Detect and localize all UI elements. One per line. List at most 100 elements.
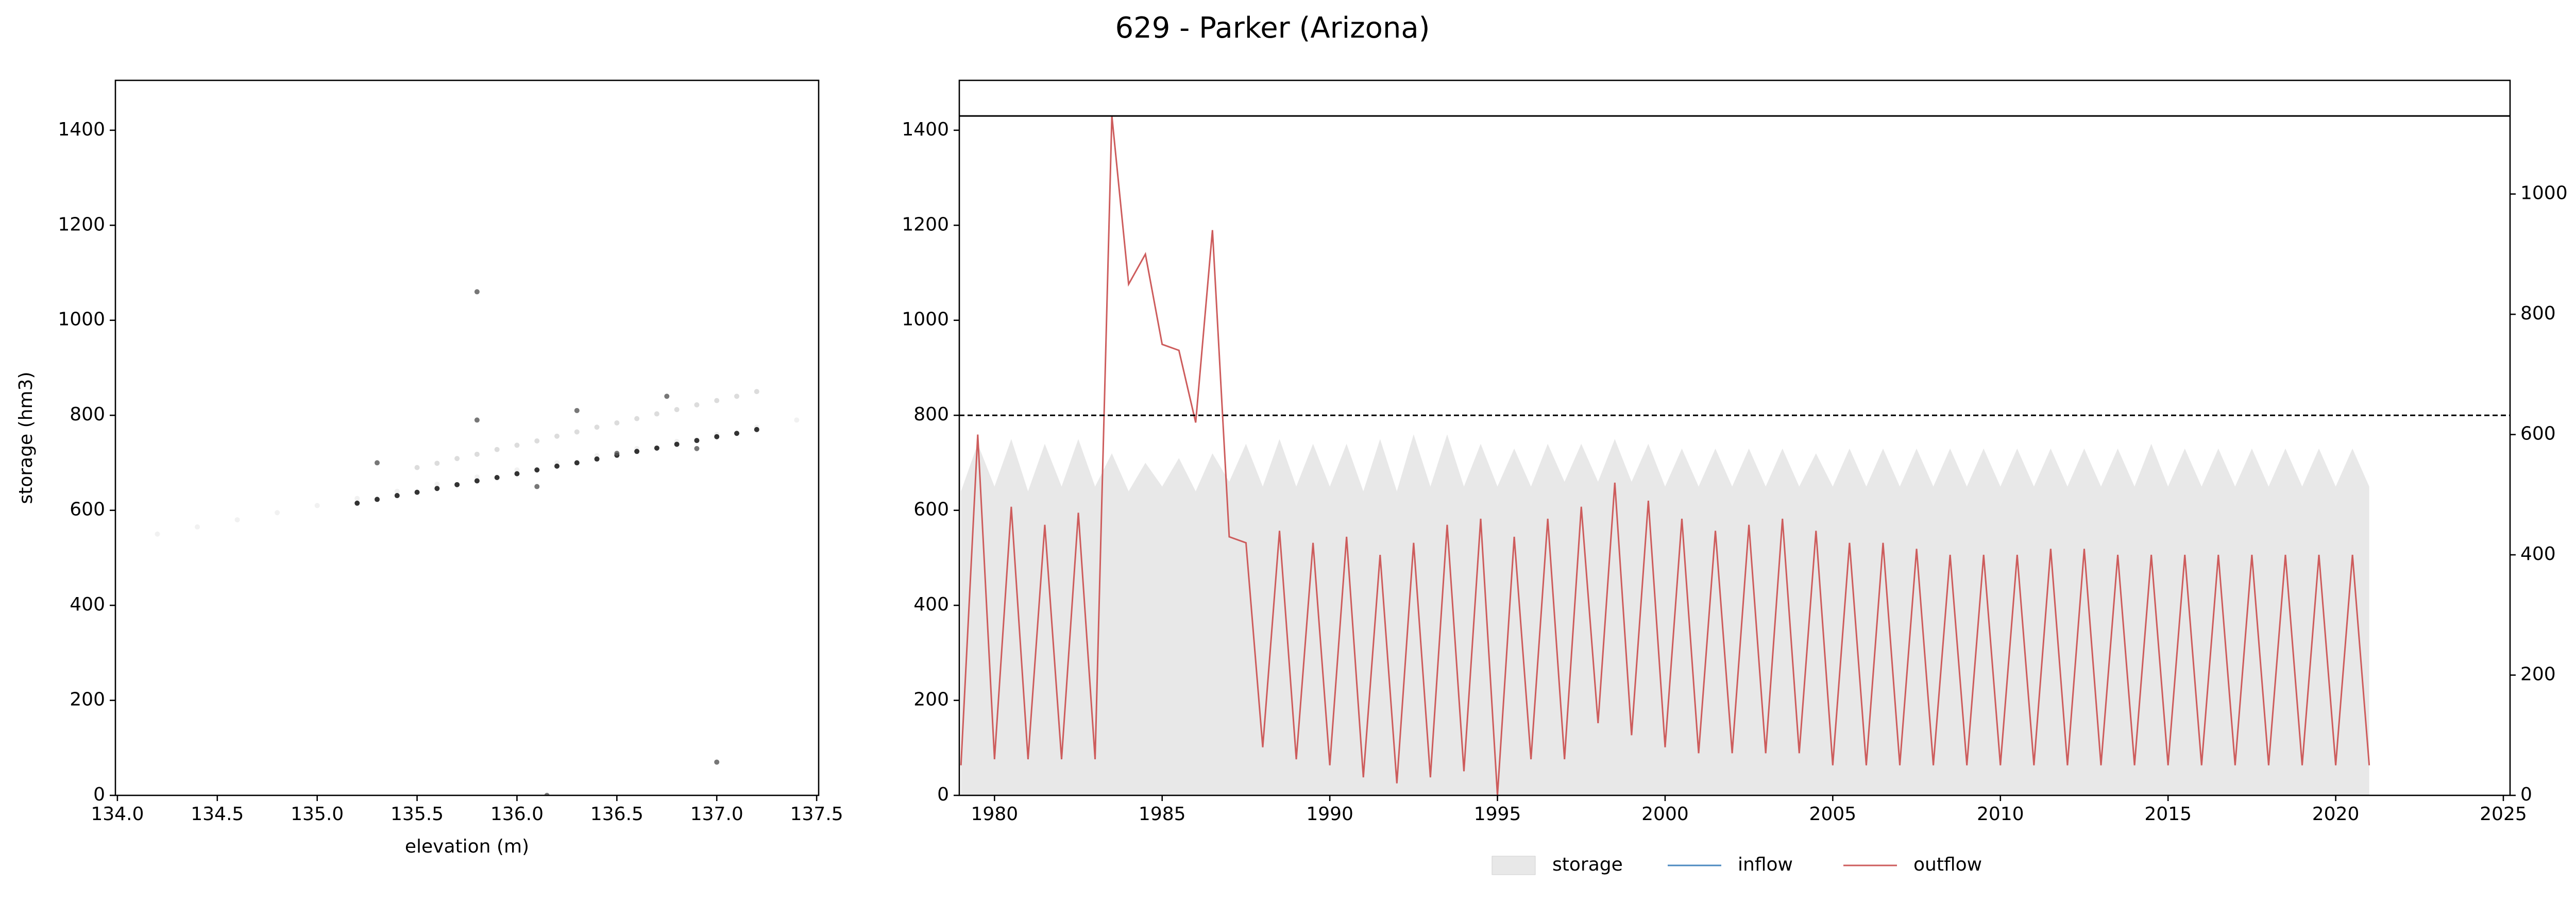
point [574,407,580,413]
y-tick-label: 200 [913,689,949,710]
point [674,407,680,413]
axes-frame [114,79,820,796]
point [664,394,670,399]
point [414,489,420,495]
y-tick-label: 0 [937,784,949,805]
axes-frame [958,79,2511,796]
plot-area [155,289,800,795]
point [714,398,720,403]
legend-label: inflow [1738,854,1793,875]
y-tick-label: 1400 [58,119,105,140]
y2-tick-label: 400 [2520,543,2556,565]
x-tick-label: 136.5 [590,804,643,825]
point [454,482,460,487]
y-tick-label: 1000 [902,309,949,330]
point [394,493,400,499]
x-tick-label: 2010 [1977,804,2024,825]
point [374,460,380,466]
point [694,402,700,407]
point [574,460,580,466]
point [654,411,659,417]
legend-label: storage [1552,854,1623,875]
x-axis-label: elevation (m) [405,836,529,857]
legend-swatch [1492,856,1536,875]
point [554,433,560,439]
point [514,467,520,473]
point [694,446,700,451]
point [734,431,740,436]
y-tick-label: 1200 [902,214,949,235]
y-tick-label: 800 [913,404,949,425]
point [734,394,740,399]
x-tick-label: 137.0 [690,804,743,825]
y-axis-label: storage (hm3) [15,371,37,504]
point [155,531,160,537]
y2-tick-label: 800 [2520,303,2556,324]
point [754,389,759,395]
point [434,481,440,487]
y-tick-label: 1200 [58,214,105,235]
point [534,467,540,473]
legend-label: outflow [1913,854,1982,875]
point [494,447,500,452]
point [474,289,480,295]
y-tick-label: 1000 [58,309,105,330]
point [694,438,700,444]
x-tick-label: 134.0 [91,804,144,825]
point [234,517,240,523]
outflow-line [960,115,2370,795]
y-tick-label: 200 [70,689,105,710]
point [614,420,620,426]
point [434,486,440,491]
point [474,417,480,423]
point [474,451,480,457]
point [275,510,280,516]
plot-area [960,115,2370,795]
point [534,484,540,489]
point [654,445,659,451]
y2-tick-label: 200 [2520,664,2556,685]
point [494,475,500,481]
x-tick-label: 2015 [2144,804,2192,825]
point [374,497,380,502]
point [194,524,200,530]
y-tick-label: 0 [93,784,105,805]
x-tick-label: 2005 [1809,804,1857,825]
x-tick-label: 1980 [971,804,1019,825]
point [354,500,360,506]
y-tick-label: 1400 [902,119,949,140]
figure-title: 629 - Parker (Arizona) [1115,11,1430,45]
storage-area [961,434,2369,795]
point [594,456,600,462]
x-tick-label: 1995 [1474,804,1521,825]
y2-tick-label: 1000 [2520,183,2568,204]
point [434,461,440,466]
point [394,488,400,494]
point [514,471,520,476]
point [714,759,720,765]
point [554,463,560,469]
point [534,438,540,444]
point [674,441,680,447]
x-tick-label: 1990 [1306,804,1353,825]
x-tick-label: 2025 [2480,804,2527,825]
x-tick-label: 135.0 [291,804,344,825]
point [794,417,800,423]
point [614,450,620,456]
x-tick-label: 2000 [1641,804,1689,825]
point [454,456,460,462]
point [714,434,720,439]
y2-tick-label: 0 [2520,784,2532,805]
point [354,496,360,501]
x-tick-label: 135.5 [391,804,444,825]
y-tick-label: 400 [70,594,105,615]
y-tick-label: 600 [913,499,949,520]
x-tick-label: 134.5 [191,804,244,825]
y-tick-label: 800 [70,404,105,425]
point [634,416,640,421]
point [754,427,759,432]
y-tick-label: 400 [913,594,949,615]
point [314,503,320,508]
point [414,465,420,470]
